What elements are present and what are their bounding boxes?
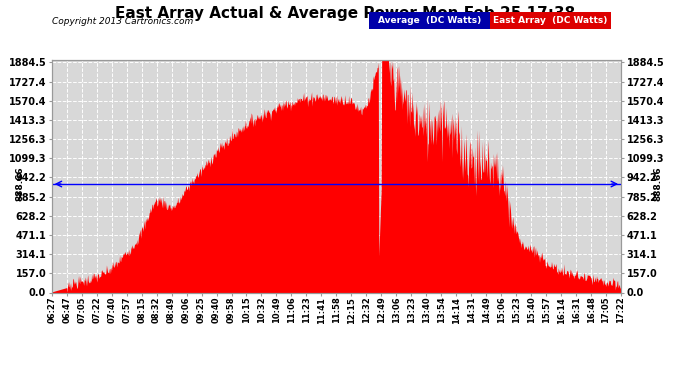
Text: 888.66: 888.66: [653, 167, 662, 201]
Text: Copyright 2013 Cartronics.com: Copyright 2013 Cartronics.com: [52, 17, 193, 26]
Text: East Array Actual & Average Power Mon Feb 25 17:38: East Array Actual & Average Power Mon Fe…: [115, 6, 575, 21]
Text: 888.66: 888.66: [16, 167, 25, 201]
Text: Average  (DC Watts): Average (DC Watts): [378, 16, 481, 25]
Text: East Array  (DC Watts): East Array (DC Watts): [493, 16, 607, 25]
